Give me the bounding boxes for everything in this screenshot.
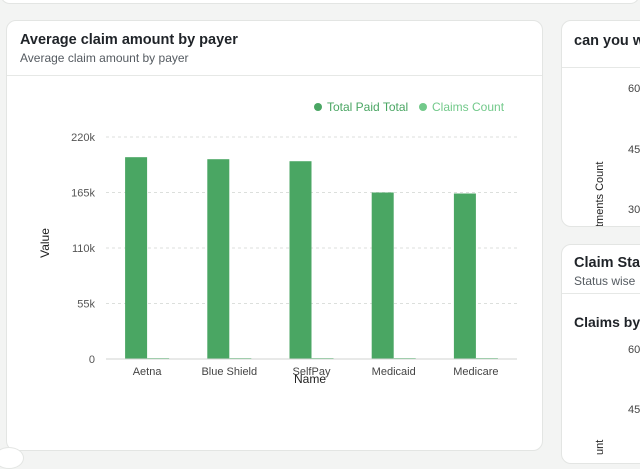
x-tick-label: Medicare (453, 366, 498, 378)
card-header: Claim Stat Status wise (562, 245, 640, 294)
x-tick-label: Medicaid (372, 366, 416, 378)
x-tick-label: Aetna (133, 366, 163, 378)
y-tick-label: 110k (72, 243, 96, 255)
y-tick: 60 (628, 344, 640, 356)
top-card-edge (0, 0, 640, 4)
legend-label: Total Paid Total (327, 100, 408, 114)
bar-medicare-total-paid (453, 193, 476, 359)
legend-marker-icon (314, 103, 322, 111)
y-axis-label: tments Count (594, 161, 606, 227)
x-axis-label: Name (294, 372, 326, 386)
x-tick-label: SelfPay (293, 366, 331, 378)
y-tick-label: 55k (77, 299, 95, 311)
bar-medicaid-total-paid (371, 192, 394, 359)
y-tick: 30 (628, 204, 640, 216)
y-tick-label: 0 (89, 354, 95, 366)
bar-selfpay-total-paid (289, 161, 312, 359)
y-tick: 45 (628, 144, 640, 156)
card-title: can you w (574, 33, 640, 49)
card-header: can you w (562, 21, 640, 68)
avg-claim-card: Average claim amount by payer Average cl… (6, 20, 543, 451)
floating-button-edge[interactable] (0, 447, 24, 469)
legend-marker-icon (419, 103, 427, 111)
card-subtitle: Status wise (574, 274, 636, 288)
appointments-card: can you w 60 45 30 tments Count (561, 20, 640, 227)
y-tick-label: 165k (71, 188, 95, 200)
card-title: Claim Stat (574, 255, 640, 271)
legend-label: Claims Count (432, 100, 505, 114)
bar-blue-shield-total-paid (207, 159, 230, 359)
bar-aetna-total-paid (125, 157, 148, 359)
y-axis-label: unt (594, 439, 606, 455)
card-subtitle: Average claim amount by payer (20, 51, 189, 65)
card-header: Average claim amount by payer Average cl… (7, 21, 542, 76)
legend-item: Claims Count (419, 100, 505, 114)
bar-chart: 0 55k 110k 165k 220k Aetna Blue Shield SelfPay M… (38, 100, 517, 386)
x-tick-label: Blue Shield (201, 366, 257, 378)
section-title: Claims by (574, 314, 640, 330)
y-axis-label: Value (38, 228, 52, 258)
claim-status-card: Claim Stat Status wise Claims by 60 45 u… (561, 244, 640, 464)
card-title: Average claim amount by payer (20, 32, 238, 48)
y-tick: 60 (628, 83, 640, 95)
y-tick-label: 220k (71, 132, 95, 144)
y-tick: 45 (628, 404, 640, 416)
legend-item: Total Paid Total (314, 100, 408, 114)
